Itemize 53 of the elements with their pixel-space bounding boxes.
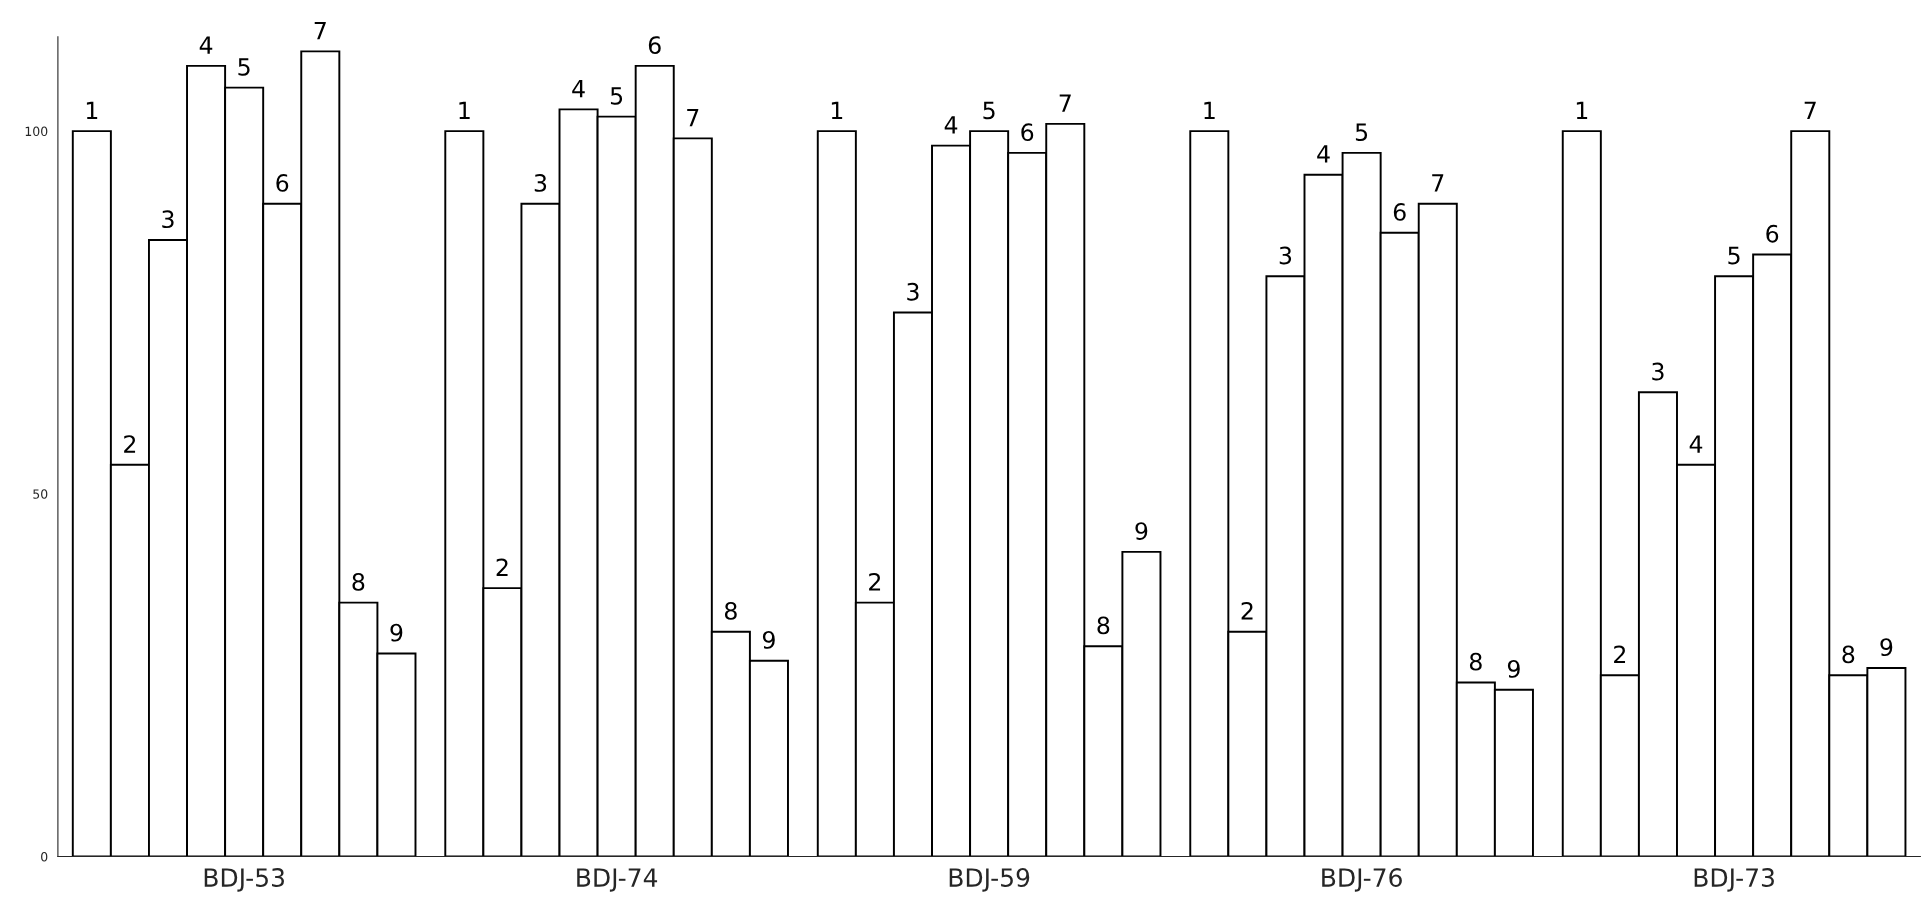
x-tick-label: BDJ-73: [1694, 868, 1774, 892]
text: 4: [199, 36, 213, 54]
text: 6: [648, 36, 661, 55]
text: 4: [572, 80, 585, 98]
text: 8: [1097, 616, 1110, 635]
text: 9: [1880, 638, 1893, 657]
text: 7: [1804, 101, 1816, 119]
text: 4: [944, 116, 958, 134]
text: 4: [1317, 145, 1330, 163]
text: 5: [1355, 123, 1368, 142]
series-label: 4: [1689, 435, 1703, 453]
y-tick-label: 0: [41, 852, 48, 862]
x-tick-label: BDJ-53: [204, 868, 284, 892]
text: 7: [314, 21, 326, 40]
text: 8: [1469, 652, 1482, 671]
series-label: 6: [1393, 203, 1406, 221]
text: 6: [1021, 123, 1034, 142]
x-tick-label: BDJ-76: [1322, 868, 1402, 892]
text: 2: [496, 558, 508, 576]
text: 1: [459, 101, 470, 119]
text: 3: [1279, 246, 1292, 265]
text: 3: [1652, 362, 1664, 381]
x-tick-label: BDJ-74: [577, 868, 658, 892]
y-tick-label: 100: [25, 126, 48, 137]
text: 7: [1059, 94, 1071, 112]
text: 5: [238, 58, 250, 76]
series-label: 1: [86, 101, 98, 119]
text: 9: [1507, 660, 1520, 678]
text: 6: [276, 173, 289, 192]
y-tick-label: 50: [33, 489, 48, 499]
series-label: 9: [762, 630, 775, 649]
text: 5: [1728, 246, 1740, 265]
series-label: 7: [687, 109, 699, 127]
text: 1: [1204, 101, 1215, 119]
x-tick-label: BDJ-59: [949, 868, 1030, 892]
series-label: 8: [352, 572, 365, 591]
text: 8: [1842, 645, 1855, 664]
text: 8: [724, 601, 737, 620]
series-label: 3: [162, 210, 174, 229]
series-label: 5: [983, 101, 995, 120]
text: 7: [1432, 174, 1444, 192]
text: 1: [1576, 101, 1588, 119]
text: 5: [610, 87, 623, 105]
text: 3: [534, 173, 547, 192]
text: 2: [1614, 645, 1626, 664]
text: 3: [907, 282, 919, 301]
text: 9: [1135, 522, 1148, 541]
text: 9: [390, 623, 403, 642]
text: 2: [869, 572, 881, 591]
text: 1: [831, 101, 843, 119]
text: 6: [1766, 224, 1779, 243]
text: 2: [1241, 601, 1253, 620]
series-label: 2: [124, 435, 136, 453]
